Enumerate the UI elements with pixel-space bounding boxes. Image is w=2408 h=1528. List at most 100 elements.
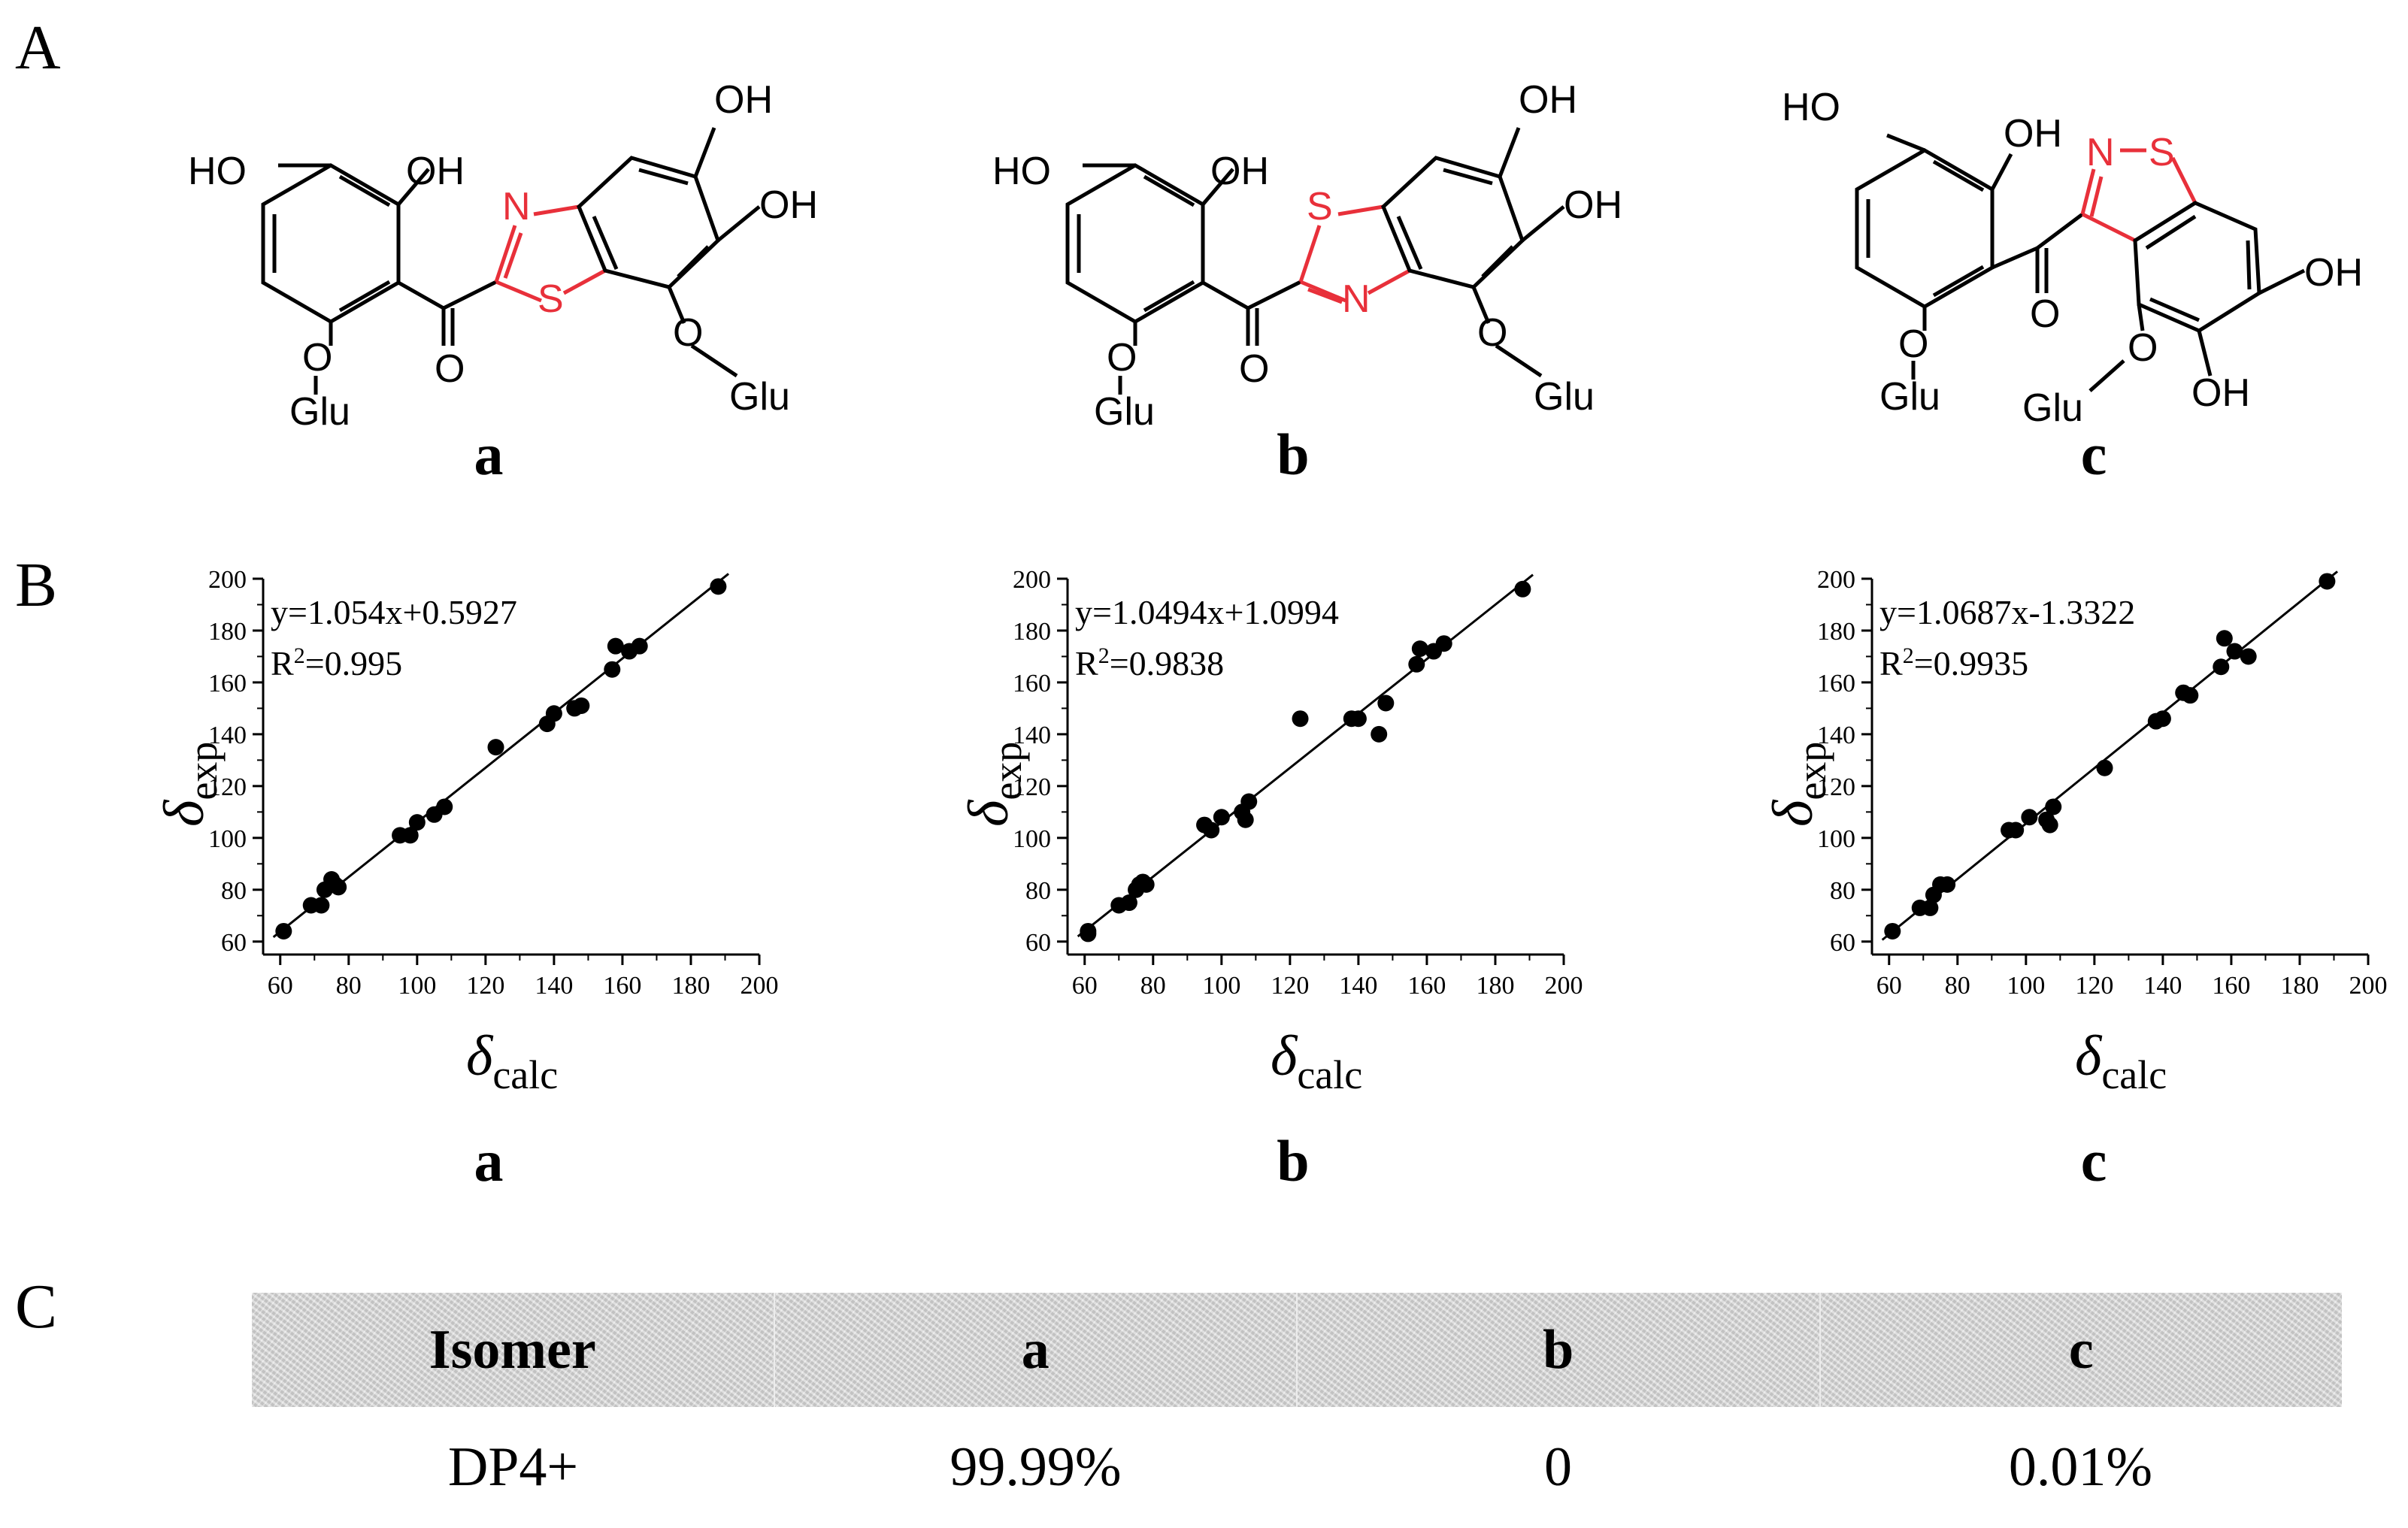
data-point — [2213, 658, 2230, 676]
fit-line — [1881, 570, 2338, 941]
glucose-label: Glu — [1094, 390, 1155, 434]
x-tick-label: 80 — [1140, 972, 1166, 1000]
data-point — [1237, 811, 1254, 828]
structure-a-drawing: HO OH OH OH N S O O Glu O Glu — [188, 78, 818, 434]
table-cell: 99.99% — [950, 1436, 1122, 1498]
data-point — [1408, 655, 1425, 673]
y-axis-subscript: exp — [180, 742, 226, 800]
hydroxyl-label: HO — [188, 150, 247, 193]
hydroxyl-label: OH — [1519, 78, 1577, 122]
data-point — [2182, 687, 2199, 704]
chart-c-label: c — [2080, 1128, 2107, 1194]
data-point — [2021, 809, 2038, 826]
hydroxyl-label: OH — [759, 183, 818, 227]
data-point — [1371, 725, 1388, 743]
r-squared-symbol: R — [1879, 644, 1903, 682]
data-point — [2240, 648, 2257, 665]
x-tick-label: 100 — [398, 972, 436, 1000]
y-tick-label: 120 — [1817, 773, 1855, 801]
structure-a-label: a — [474, 422, 504, 487]
y-tick-label: 100 — [1817, 825, 1855, 853]
y-axis-label: δexp — [153, 742, 226, 827]
data-point — [1411, 640, 1428, 658]
r-squared: R2=0.9935 — [1879, 643, 2028, 683]
r-squared-value: =0.995 — [305, 644, 402, 682]
sulfur-label: S — [2149, 131, 2175, 174]
data-point — [2041, 816, 2058, 834]
data-point — [1080, 922, 1097, 939]
table-cell: 0 — [1544, 1436, 1572, 1498]
data-point — [1939, 876, 1956, 893]
structure-c-drawing: HO OH OH OH N S O O Glu O Glu — [1782, 86, 2363, 430]
y-tick-label: 200 — [208, 566, 247, 594]
data-point — [1922, 899, 1939, 916]
structure-b-drawing: HO OH OH OH S N O O Glu O Glu — [992, 78, 1622, 434]
x-tick-label: 140 — [2143, 972, 2182, 1000]
data-point — [545, 705, 562, 722]
y-tick-label: 140 — [1817, 722, 1855, 749]
y-tick-label: 120 — [1013, 773, 1051, 801]
data-point — [2216, 630, 2233, 647]
y-axis-symbol: δ — [153, 799, 216, 827]
y-tick-label: 80 — [1025, 877, 1051, 905]
hydroxyl-label: HO — [1782, 86, 1840, 129]
y-tick-label: 160 — [208, 670, 247, 697]
scatter-chart-b: 60 80 100 120 140 160 180 200 60 80 100 120 140 160 18… — [925, 556, 1601, 1127]
hydroxyl-label: HO — [992, 150, 1051, 193]
carbonyl-oxygen-label: O — [2030, 292, 2060, 336]
structure-c: HO OH OH OH N S O O Glu O Glu — [1752, 23, 2408, 443]
x-tick-label: 120 — [1271, 972, 1309, 1000]
panel-label-c: C — [15, 1272, 58, 1342]
fit-equation: y=1.054x+0.5927 — [271, 593, 517, 631]
x-tick-label: 160 — [1407, 972, 1446, 1000]
y-tick-label: 60 — [221, 929, 247, 957]
y-axis-label: δexp — [1761, 742, 1834, 827]
table-header-cell: b — [1298, 1293, 1821, 1407]
x-tick-label: 80 — [336, 972, 362, 1000]
x-axis-subscript: calc — [1297, 1052, 1362, 1097]
data-point — [573, 697, 590, 714]
data-point — [1213, 809, 1230, 826]
r-squared-symbol: R — [271, 644, 294, 682]
data-point — [330, 879, 347, 896]
hydroxyl-label: OH — [1210, 150, 1269, 193]
y-axis-subscript: exp — [1789, 742, 1834, 800]
table-cell: 0.01% — [2008, 1436, 2153, 1498]
hydroxyl-label: OH — [1564, 183, 1622, 227]
x-tick-label: 100 — [2007, 972, 2045, 1000]
x-axis-symbol: δ — [2075, 1024, 2103, 1088]
dp4-table: Isomer a b c DP4+ 99.99% 0 0.01% — [252, 1293, 2342, 1527]
nitrogen-label: N — [502, 185, 531, 228]
glucose-label: Glu — [2022, 386, 2083, 430]
y-tick-label: 100 — [208, 825, 247, 853]
y-axis-symbol: δ — [1761, 799, 1825, 827]
x-tick-label: 60 — [1072, 972, 1098, 1000]
y-tick-label: 80 — [1830, 877, 1855, 905]
glycoside-oxygen-label: O — [673, 311, 703, 355]
x-tick-label: 120 — [2075, 972, 2113, 1000]
x-axis-label: δcalc — [2075, 1024, 2167, 1097]
x-tick-label: 180 — [1476, 972, 1514, 1000]
y-tick-label: 180 — [1817, 618, 1855, 646]
nitrogen-label: N — [1342, 277, 1371, 321]
x-tick-label: 200 — [1545, 972, 1583, 1000]
glycoside-oxygen-label: O — [1477, 311, 1507, 355]
data-point — [408, 814, 426, 831]
x-axis-label: δcalc — [466, 1024, 558, 1097]
x-tick-label: 60 — [268, 972, 293, 1000]
x-axis-label: δcalc — [1271, 1024, 1362, 1097]
data-point — [2096, 759, 2113, 776]
hydroxyl-label: OH — [406, 150, 465, 193]
fit-equation: y=1.0494x+1.0994 — [1075, 593, 1339, 631]
x-axis-subscript: calc — [2101, 1052, 2167, 1097]
x-axis-symbol: δ — [1271, 1024, 1298, 1088]
table-header-cell: a — [775, 1293, 1298, 1407]
glucose-label: Glu — [1534, 375, 1595, 419]
hydroxyl-label: OH — [2004, 112, 2062, 156]
glycoside-oxygen-label: O — [302, 336, 332, 380]
x-tick-label: 160 — [2212, 972, 2250, 1000]
structure-b-label: b — [1277, 422, 1310, 487]
r-squared: R2=0.995 — [271, 643, 402, 683]
x-tick-label: 120 — [466, 972, 504, 1000]
data-point — [313, 897, 330, 914]
